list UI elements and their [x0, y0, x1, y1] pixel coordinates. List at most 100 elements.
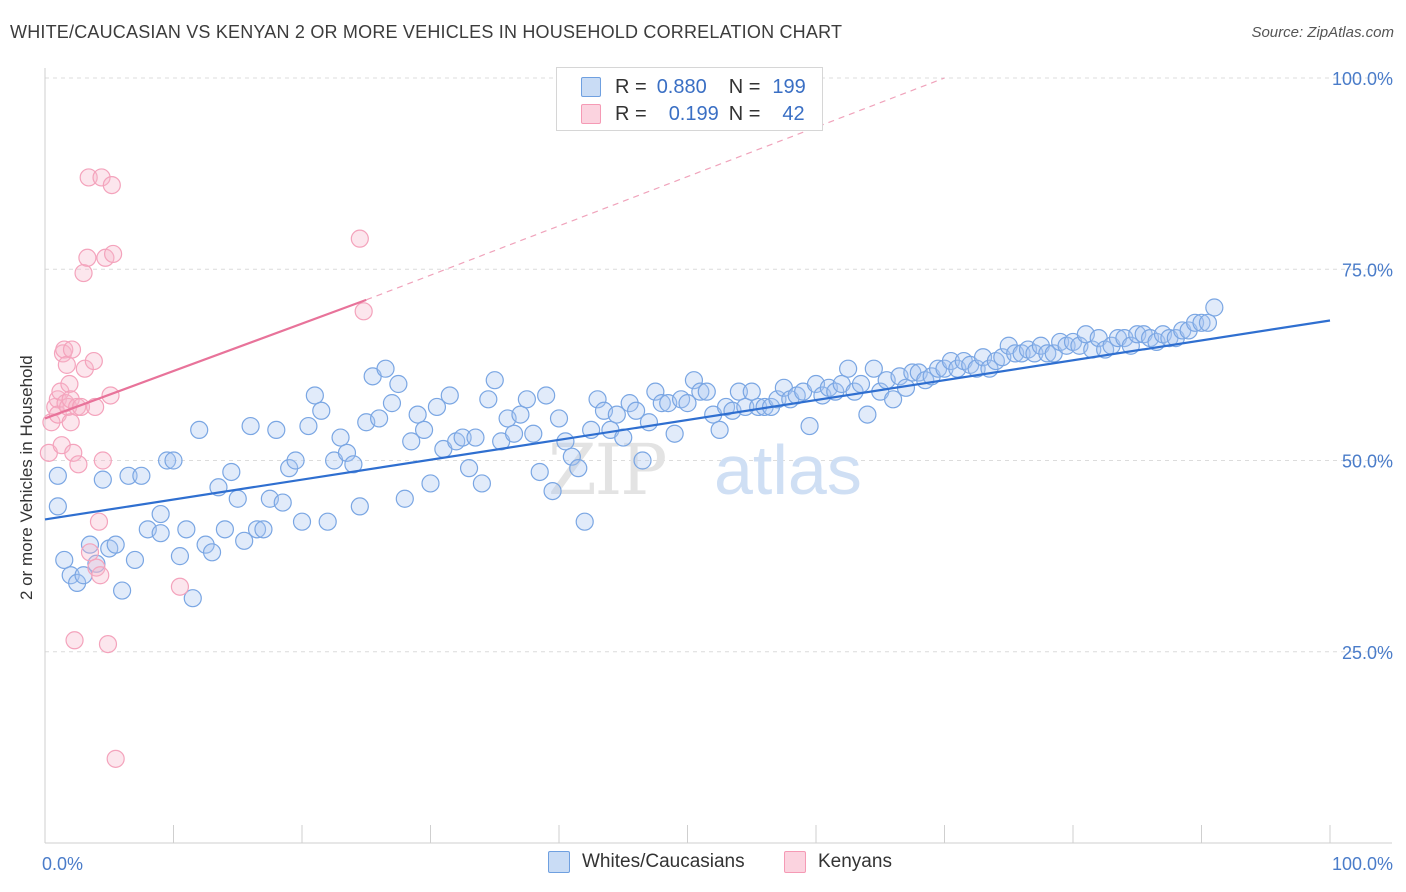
trend-line-kenyans-extension	[366, 77, 945, 301]
data-point-whites	[440, 386, 459, 405]
data-point-whites	[337, 443, 357, 462]
legend-item-kenyans[interactable]: Kenyans	[784, 851, 892, 873]
data-point-whites	[247, 520, 267, 539]
data-point-whites	[151, 524, 170, 543]
data-point-whites	[395, 489, 414, 508]
data-point-whites	[305, 386, 324, 405]
data-point-whites	[562, 447, 581, 466]
data-point-whites	[215, 520, 234, 539]
data-point-whites	[633, 451, 652, 470]
legend-r-label: R =	[615, 102, 647, 125]
y-tick-label: 25.0%	[1342, 643, 1393, 663]
data-point-kenyans	[80, 543, 100, 562]
legend-row-whites: R = 0.880 N = 199	[581, 74, 806, 100]
legend-r-value: 0.199	[668, 102, 719, 125]
data-point-kenyans	[64, 443, 83, 462]
data-point-whites	[472, 474, 491, 493]
data-point-whites	[453, 428, 472, 447]
data-point-kenyans	[84, 351, 103, 371]
data-point-whites	[652, 394, 671, 413]
trend-line-whites	[44, 319, 1331, 521]
data-point-whites	[665, 424, 684, 443]
data-point-whites	[1205, 298, 1224, 317]
series-legend: Whites/Caucasians Kenyans	[0, 851, 1406, 879]
data-point-whites	[684, 371, 704, 390]
data-point-whites	[190, 420, 209, 439]
legend-row-kenyans: R = 0.199 N = 42	[581, 101, 805, 127]
data-point-whites	[967, 359, 986, 378]
data-point-whites	[524, 424, 543, 443]
data-point-kenyans	[55, 340, 74, 359]
y-tick-label: 75.0%	[1342, 260, 1393, 280]
data-point-kenyans	[91, 566, 110, 585]
data-point-whites	[87, 554, 106, 573]
data-point-whites	[742, 382, 761, 401]
data-point-kenyans	[61, 413, 80, 432]
data-point-whites	[800, 416, 819, 436]
gridlines	[45, 77, 1392, 653]
legend-swatch-kenyans	[581, 104, 601, 124]
watermark: ZIP atlas	[548, 429, 862, 511]
data-point-whites	[382, 394, 402, 413]
x-tick-label-max: 100.0%	[1332, 854, 1393, 874]
data-point-whites	[466, 428, 485, 447]
data-point-kenyans	[60, 374, 79, 394]
legend-r-value: 0.880	[656, 75, 707, 98]
data-point-kenyans	[74, 263, 93, 283]
data-point-kenyans	[98, 634, 118, 654]
data-point-whites	[851, 374, 871, 394]
data-point-whites	[575, 512, 594, 531]
data-point-whites	[1192, 313, 1211, 332]
data-point-whites	[414, 420, 434, 439]
data-point-whites	[729, 382, 749, 401]
data-point-whites	[556, 432, 575, 451]
data-point-whites	[511, 405, 530, 424]
data-point-whites	[48, 497, 67, 516]
y-tick-label: 100.0%	[1332, 69, 1393, 89]
data-point-whites	[858, 405, 877, 424]
data-point-whites	[157, 451, 177, 470]
data-point-whites	[485, 371, 504, 390]
watermark-zip: ZIP	[548, 429, 665, 511]
data-point-whites	[626, 401, 646, 420]
data-point-whites	[151, 504, 170, 524]
data-point-kenyans	[62, 340, 82, 359]
data-point-whites	[344, 455, 363, 474]
data-point-whites	[408, 405, 427, 424]
data-point-whites	[678, 394, 697, 413]
data-point-whites	[318, 512, 337, 531]
data-point-whites	[119, 466, 138, 485]
data-point-whites	[883, 390, 903, 409]
trend-lines	[44, 77, 1331, 521]
data-point-whites	[235, 531, 254, 550]
data-point-kenyans	[78, 248, 97, 267]
data-point-whites	[389, 374, 408, 394]
legend-swatch-whites	[548, 851, 570, 873]
data-point-kenyans	[69, 455, 88, 474]
data-point-whites	[228, 489, 247, 508]
data-point-whites	[93, 470, 112, 489]
data-point-whites	[543, 482, 562, 501]
data-point-whites	[222, 462, 241, 482]
data-point-whites	[376, 359, 395, 378]
data-point-whites	[48, 466, 67, 485]
legend-item-whites[interactable]: Whites/Caucasians	[548, 851, 745, 873]
data-point-kenyans	[57, 355, 76, 374]
data-point-kenyans	[104, 244, 123, 264]
data-point-whites	[164, 451, 183, 470]
data-point-whites	[267, 420, 286, 439]
data-point-whites	[479, 390, 498, 409]
series-kenyans	[39, 168, 373, 768]
data-point-whites	[273, 493, 292, 512]
data-point-whites	[402, 432, 421, 451]
data-point-kenyans	[65, 631, 84, 650]
data-point-kenyans	[93, 451, 112, 470]
legend-n-label: N =	[728, 75, 761, 98]
data-point-whites	[370, 409, 389, 428]
data-point-whites	[697, 382, 716, 401]
data-point-whites	[286, 451, 305, 470]
stats-legend: R = 0.880 N = 199 R = 0.199 N = 42	[556, 67, 823, 131]
legend-r-label: R =	[615, 75, 647, 98]
data-point-whites	[864, 359, 883, 378]
